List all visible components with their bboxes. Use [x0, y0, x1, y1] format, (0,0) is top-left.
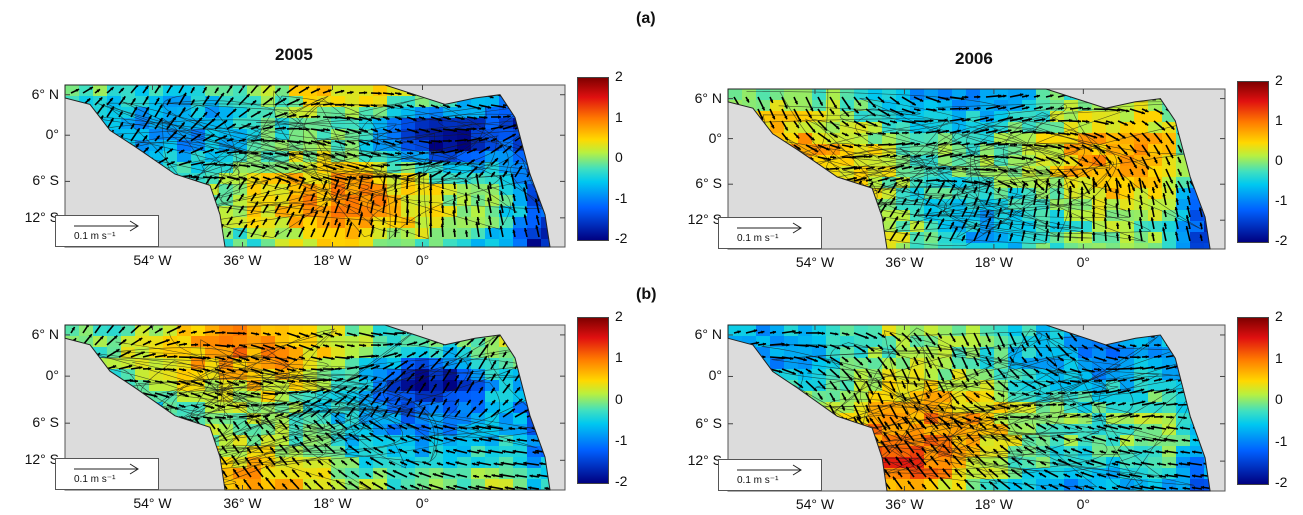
colorbar-tick-label: -2 [1275, 232, 1288, 248]
lat-tick-label: 0° [708, 129, 722, 146]
lon-tick-label: 18° W [313, 495, 352, 511]
map-panel-b-2005 [64, 324, 566, 491]
map-plot-a-2006 [727, 88, 1226, 250]
lat-tick-label: 12° S [687, 452, 722, 469]
coastline-b-2006 [727, 324, 1211, 492]
scale-arrow-icon [737, 464, 802, 476]
colorbar-tick-label: 0 [1275, 391, 1283, 407]
map-panel-b-2006 [727, 324, 1226, 492]
colorbar-tick-label: -2 [1275, 474, 1288, 490]
lon-tick-label: 0° [1076, 496, 1091, 512]
lat-tick-label: 6° S [32, 172, 59, 189]
colorbar-tick-label: 2 [615, 68, 623, 84]
coastline-a-2005 [64, 84, 551, 248]
lat-tick-label: 12° S [24, 451, 59, 468]
scale-arrow-legend: 0.1 m s⁻¹ [718, 459, 822, 491]
colorbar-tick-label: -1 [1275, 192, 1288, 208]
scale-arrow-legend: 0.1 m s⁻¹ [55, 215, 159, 247]
coastline-b-2005 [64, 324, 551, 491]
colorbar-tick-label: 1 [615, 108, 623, 125]
year-title-2005: 2005 [275, 45, 313, 64]
colorbar-a-2005 [577, 77, 609, 241]
lat-tick-label: 0° [45, 367, 59, 384]
scale-arrow-icon [74, 463, 139, 475]
colorbar-tick-label: 1 [1275, 349, 1283, 366]
scale-arrow-label: 0.1 m s⁻¹ [74, 474, 116, 485]
colorbar-a-2006 [1237, 81, 1269, 243]
lat-tick-label: 0° [45, 126, 59, 143]
scale-arrow-label: 0.1 m s⁻¹ [74, 231, 116, 242]
lon-tick-label: 18° W [974, 254, 1014, 270]
colorbar-b-2005 [577, 317, 609, 484]
colorbar-b-2006 [1237, 317, 1269, 485]
row-label-a: (a) [636, 10, 656, 27]
lat-tick-label: 6° S [32, 414, 59, 431]
lat-tick-label: 6° S [695, 414, 722, 431]
colorbar-tick-label: -1 [615, 189, 628, 206]
lat-tick-label: 6° N [31, 85, 59, 102]
lon-tick-label: 0° [1076, 254, 1091, 270]
lon-tick-label: 36° W [223, 495, 262, 511]
row-label-b: (b) [636, 286, 657, 303]
colorbar-tick-label: -2 [615, 230, 628, 246]
lat-tick-label: 12° S [687, 211, 722, 228]
scale-arrow-legend: 0.1 m s⁻¹ [718, 217, 822, 249]
colorbar-tick-label: 2 [1275, 308, 1283, 324]
lat-tick-label: 6° N [694, 325, 722, 342]
scale-arrow-label: 0.1 m s⁻¹ [737, 475, 779, 486]
colorbar-tick-label: 0 [615, 149, 623, 165]
year-title-2006: 2006 [955, 49, 993, 68]
lat-tick-label: 6° N [31, 325, 59, 342]
map-plot-b-2005 [64, 324, 566, 491]
colorbar-tick-label: -1 [1275, 432, 1288, 449]
lon-tick-label: 0° [415, 252, 430, 268]
scale-arrow-label: 0.1 m s⁻¹ [737, 233, 779, 244]
lon-tick-label: 18° W [313, 252, 352, 268]
colorbar-tick-label: 1 [1275, 112, 1283, 128]
lon-tick-label: 0° [415, 495, 430, 511]
map-plot-b-2006 [727, 324, 1226, 492]
lon-tick-label: 36° W [223, 252, 262, 268]
colorbar-tick-label: 0 [615, 390, 623, 407]
lon-tick-label: 36° W [885, 254, 924, 270]
colorbar-tick-label: 2 [615, 308, 623, 324]
lon-tick-label: 54° W [133, 495, 172, 511]
scale-arrow-legend: 0.1 m s⁻¹ [55, 458, 159, 490]
colorbar-tick-label: -2 [615, 473, 628, 489]
lon-tick-label: 54° W [795, 254, 835, 270]
lon-tick-label: 18° W [974, 496, 1014, 512]
scale-arrow-icon [737, 222, 802, 234]
scale-arrow-icon [74, 220, 139, 232]
lon-tick-label: 36° W [885, 496, 924, 512]
coastline-a-2006 [727, 88, 1211, 250]
map-panel-a-2006 [727, 88, 1226, 250]
colorbar-tick-label: 0 [1275, 152, 1283, 168]
lat-tick-label: 12° S [24, 208, 59, 225]
colorbar-tick-label: -1 [615, 431, 628, 448]
lon-tick-label: 54° W [133, 252, 172, 268]
lat-tick-label: 6° N [694, 89, 722, 106]
colorbar-tick-label: 1 [615, 349, 623, 366]
lon-tick-label: 54° W [795, 496, 835, 512]
map-panel-a-2005 [64, 84, 566, 248]
lat-tick-label: 6° S [695, 175, 722, 192]
lat-tick-label: 0° [708, 367, 722, 384]
map-plot-a-2005 [64, 84, 566, 248]
colorbar-tick-label: 2 [1275, 72, 1283, 88]
